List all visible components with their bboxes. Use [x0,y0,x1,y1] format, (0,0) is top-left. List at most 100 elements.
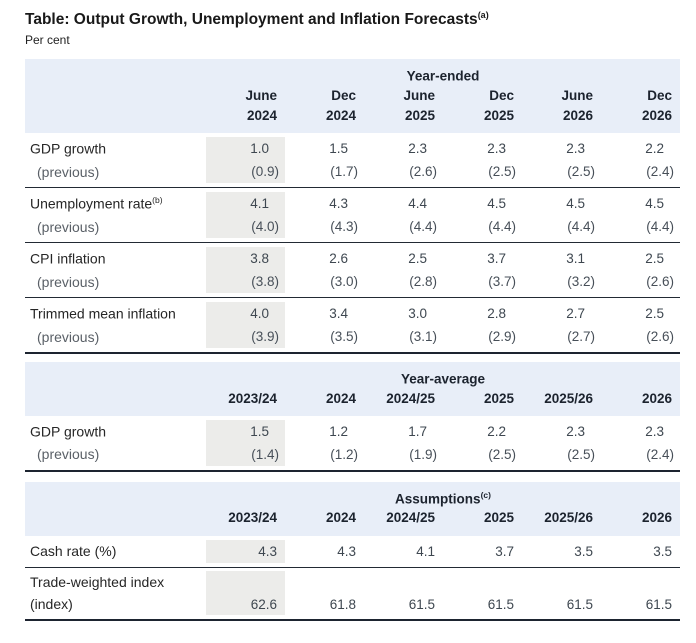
previous-cell: (1.4) [206,442,285,466]
column-header: 2024/25 [386,390,435,406]
value-cell: 3.0 [408,306,427,322]
row-label: Trade-weighted index (index) [25,571,206,616]
previous-label: (previous) [37,163,100,180]
value-cell: 4.3 [206,539,285,563]
span-header: Year-ended [206,59,680,86]
value-cell: 4.3 [337,543,356,559]
previous-label: (previous) [37,273,100,290]
value-cell: 3.5 [574,543,593,559]
value-cell: 1.5 [206,419,285,443]
table-row-previous: (previous) (3.9) (3.5) (3.1) (2.9) (2.7)… [25,325,680,352]
value-cell: 1.0 [206,137,285,161]
label-column-spacer [25,389,206,409]
previous-cell: (2.9) [488,329,516,345]
row-label: Trimmed mean inflation [30,305,176,322]
value-cell: 61.5 [408,597,435,613]
column-header: 2025/26 [544,390,593,406]
value-cell: 2.3 [487,141,506,157]
previous-cell: (3.1) [409,329,437,345]
column-header: June 2026 [561,87,593,123]
value-cell: 3.7 [487,251,506,267]
row-label: CPI inflation [30,250,106,267]
span-header-row: Assumptions(c) [25,482,680,509]
value-cell: 61.8 [329,597,356,613]
value-cell: 2.5 [645,306,664,322]
column-header: Dec 2026 [641,87,672,123]
previous-cell: (2.5) [567,446,595,462]
previous-cell: (3.9) [206,325,285,349]
column-header: June 2024 [245,87,277,123]
value-cell: 4.5 [645,196,664,212]
previous-cell: (4.4) [409,219,437,235]
column-header: 2025 [483,390,514,406]
value-cell: 2.7 [566,306,585,322]
table-row: GDP growth 1.0 1.5 2.3 2.3 2.3 2.2 [25,133,680,161]
previous-cell: (3.5) [330,329,358,345]
span-header-text: Assumptions [395,491,481,507]
row-label: GDP growth [30,140,106,157]
previous-cell: (2.6) [646,329,674,345]
column-header: 2024 [325,510,356,526]
column-header: 2025 [483,510,514,526]
value-cell: 2.3 [645,423,664,439]
page-title-text: Table: Output Growth, Unemployment and I… [25,11,478,29]
previous-cell: (2.4) [646,446,674,462]
previous-cell: (4.0) [206,215,285,239]
previous-cell: (2.8) [409,274,437,290]
value-cell: 61.5 [645,597,672,613]
value-cell: 62.6 [206,570,285,616]
row-label: GDP growth [30,423,106,440]
value-cell: 4.3 [329,196,348,212]
footnote-marker-a: (a) [477,10,489,20]
year-average-header: Year-average 2023/24 2024 2024/25 2025 2… [25,362,680,416]
assumptions-table: Assumptions(c) 2023/24 2024 2024/25 2025… [25,481,680,622]
column-header-row: June 2024 Dec 2024 June 2025 Dec 2025 June 20… [25,86,680,134]
value-cell: 2.3 [566,141,585,157]
row-label-line2: (index) [30,596,73,613]
footnote-marker-b: (b) [152,195,163,206]
value-cell: 2.2 [487,423,506,439]
row-group-cash-rate: Cash rate (%) 4.3 4.3 4.1 3.7 3.5 3.5 [25,536,680,568]
row-group-gdp-growth-avg: GDP growth 1.5 1.2 1.7 2.2 2.3 2.3 (prev… [25,416,680,472]
previous-cell: (2.5) [488,164,516,180]
value-cell: 3.4 [329,306,348,322]
column-header: Dec 2024 [325,87,356,123]
previous-cell: (3.7) [488,274,516,290]
column-header: 2026 [641,510,672,526]
previous-label: (previous) [37,328,100,345]
previous-cell: (4.4) [646,219,674,235]
table-row-previous: (previous) (0.9) (1.7) (2.6) (2.5) (2.5)… [25,160,680,187]
row-group-trimmed-mean: Trimmed mean inflation 4.0 3.4 3.0 2.8 2… [25,298,680,355]
span-header-row: Year-average [25,362,680,389]
value-cell: 2.5 [645,251,664,267]
assumptions-header: Assumptions(c) 2023/24 2024 2024/25 2025… [25,481,680,536]
page-title: Table: Output Growth, Unemployment and I… [25,10,680,29]
table-row-previous: (previous) (4.0) (4.3) (4.4) (4.4) (4.4)… [25,215,680,242]
value-cell: 4.1 [206,192,285,216]
value-cell: 1.7 [408,423,427,439]
previous-label: (previous) [37,446,100,463]
column-header: 2024 [325,390,356,406]
span-header-text: Year-average [400,371,486,387]
span-header: Year-average [206,362,680,389]
value-cell: 3.8 [206,247,285,271]
row-label: Unemployment rate(b) [30,195,163,212]
row-group-cpi-inflation: CPI inflation 3.8 2.6 2.5 3.7 3.1 2.5 (p… [25,243,680,299]
page-subtitle: Per cent [25,33,70,48]
previous-cell: (2.6) [646,274,674,290]
previous-cell: (4.4) [567,219,595,235]
column-header-row: 2023/24 2024 2024/25 2025 2025/26 2026 [25,508,680,535]
table-row: CPI inflation 3.8 2.6 2.5 3.7 3.1 2.5 [25,243,680,271]
previous-cell: (1.9) [409,446,437,462]
value-cell: 2.3 [408,141,427,157]
table-row: GDP growth 1.5 1.2 1.7 2.2 2.3 2.3 [25,416,680,443]
value-cell: 4.4 [408,196,427,212]
column-header: 2024/25 [386,510,435,526]
value-cell: 1.2 [329,423,348,439]
value-cell: 2.5 [408,251,427,267]
column-header-row: 2023/24 2024 2024/25 2025 2025/26 2026 [25,389,680,416]
row-group-unemployment: Unemployment rate(b) 4.1 4.3 4.4 4.5 4.5… [25,188,680,244]
row-group-gdp-growth: GDP growth 1.0 1.5 2.3 2.3 2.3 2.2 (prev… [25,133,680,189]
label-column-spacer [25,86,206,127]
